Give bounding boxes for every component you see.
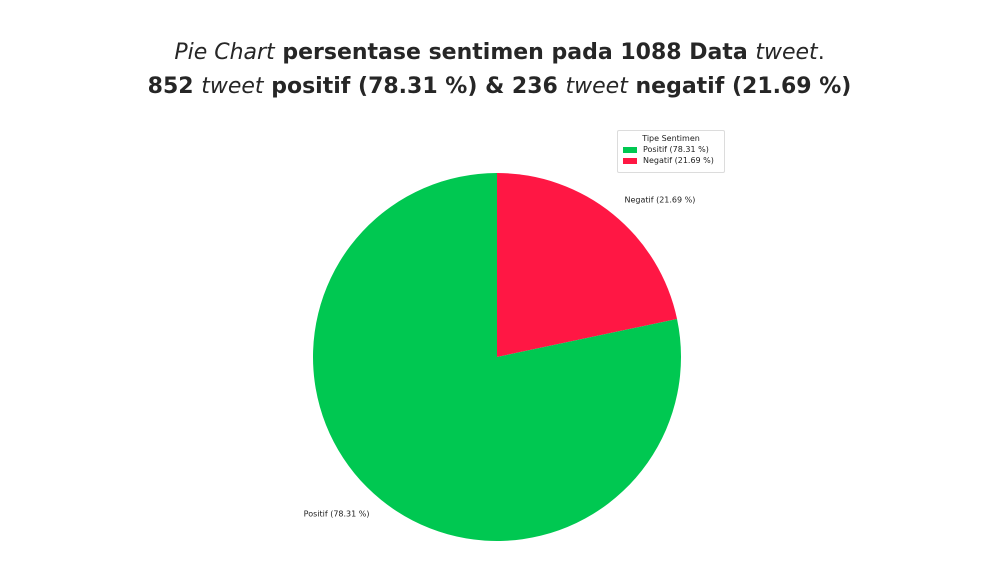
- legend-entry-negatif: Negatif (21.69 %): [623, 156, 724, 165]
- title-line-2: 852 tweet positif (78.31 %) & 236 tweet …: [0, 70, 999, 104]
- title-italic-tweet-2: tweet: [565, 74, 628, 99]
- pie-slice-negatif: [497, 173, 678, 357]
- legend-swatch-negatif: [623, 157, 637, 164]
- title-text-b: .: [817, 40, 825, 65]
- title-text-pos: positif (78.31 %) & 236: [263, 74, 566, 99]
- title-italic-tweet-1: tweet: [201, 74, 264, 99]
- legend-title: Tipe Sentimen: [642, 134, 700, 143]
- legend-label-positif: Positif (78.31 %): [643, 145, 709, 154]
- slice-label-negatif: Negatif (21.69 %): [624, 195, 695, 204]
- title-text-neg: negatif (21.69 %): [627, 74, 852, 99]
- legend-swatch-positif: [623, 146, 637, 153]
- title-italic-pie-chart: Pie Chart: [174, 40, 275, 65]
- title-count-pos: 852: [147, 74, 202, 99]
- pie-slice-positif: [313, 173, 681, 541]
- legend-entry-positif: Positif (78.31 %): [623, 145, 724, 154]
- legend-label-negatif: Negatif (21.69 %): [643, 156, 714, 165]
- title-text-a: persentase sentimen pada 1088 Data: [274, 40, 756, 65]
- legend: Tipe Sentimen Positif (78.31 %) Negatif …: [617, 130, 725, 173]
- chart-title: Pie Chart persentase sentimen pada 1088 …: [0, 36, 999, 104]
- title-line-1: Pie Chart persentase sentimen pada 1088 …: [0, 36, 999, 70]
- title-italic-tweet: tweet: [755, 40, 818, 65]
- slice-label-positif: Positif (78.31 %): [304, 510, 370, 519]
